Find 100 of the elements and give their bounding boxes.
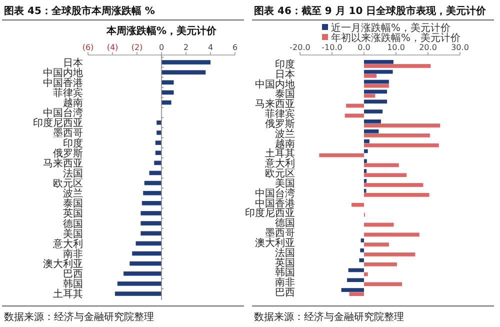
y-tick-label: 法国: [63, 167, 83, 180]
y-tick-label: 中国内地: [43, 66, 83, 79]
bar: [162, 80, 174, 85]
bar: [162, 90, 174, 95]
bar: [364, 119, 381, 124]
bar: [364, 222, 394, 227]
chart-title: 图表 45：全球股市本周涨跌幅 %: [4, 5, 155, 17]
y-tick-label: 俄罗斯: [265, 118, 295, 130]
bar: [136, 241, 162, 246]
source-note: 数据来源：经济与金融研究院整理: [254, 311, 404, 323]
y-tick-label: 法国: [275, 246, 295, 259]
bar: [319, 153, 364, 158]
x-tick-label: 0: [158, 43, 164, 52]
x-tick-label: 2: [183, 43, 189, 52]
bar: [364, 282, 402, 286]
y-tick-label: 巴西: [275, 288, 295, 299]
y-tick-label: 中国内地: [255, 78, 295, 90]
bar: [359, 258, 364, 262]
bar: [364, 242, 389, 246]
bar: [364, 272, 368, 276]
x-tick-label: (4): [106, 43, 118, 52]
x-tick-label: 20.0: [419, 43, 437, 52]
bar: [364, 90, 388, 94]
bar: [344, 114, 364, 118]
y-tick-label: 印度: [63, 137, 83, 150]
x-tick-label: (2): [131, 43, 143, 52]
bar: [364, 163, 399, 168]
bar: [140, 231, 162, 236]
y-tick-label: 土耳其: [53, 288, 83, 300]
bar: [364, 252, 416, 256]
y-tick-label: 德国: [275, 218, 295, 230]
y-tick-label: 英国: [275, 256, 295, 269]
bar: [156, 120, 162, 125]
bar: [348, 268, 364, 272]
x-tick-label: (6): [82, 43, 94, 52]
bar: [349, 292, 364, 296]
y-tick-label: 南非: [275, 276, 295, 289]
bar: [364, 124, 440, 128]
bar: [360, 238, 364, 242]
bar: [364, 74, 376, 78]
bar: [155, 140, 162, 145]
x-tick-label: 30.0: [451, 43, 469, 52]
y-tick-label: 印度: [275, 58, 295, 70]
y-tick-label: 中国台湾: [255, 187, 295, 200]
bar: [352, 202, 364, 207]
y-tick-label: 澳大利亚: [43, 258, 83, 270]
y-tick-label: 越南: [275, 138, 295, 150]
bar: [364, 149, 368, 154]
y-tick-label: 日本: [275, 68, 295, 80]
y-tick-label: 中国香港: [43, 76, 83, 89]
bar: [364, 80, 389, 84]
bar: [364, 173, 407, 178]
x-tick-label: 4: [208, 43, 214, 52]
y-tick-label: 南非: [63, 248, 83, 260]
y-tick-label: 德国: [63, 218, 83, 230]
bar: [140, 221, 162, 226]
bar: [364, 70, 393, 74]
bar: [142, 201, 162, 206]
legend-label: 年初以来涨跌幅%，美元计价: [331, 32, 461, 44]
bar: [140, 211, 162, 216]
bar: [364, 178, 367, 183]
y-tick-label: 印度尼西亚: [245, 207, 295, 220]
bar: [341, 288, 364, 292]
y-tick-label: 波兰: [63, 188, 83, 200]
bar: [364, 139, 370, 144]
y-tick-label: 泰国: [275, 89, 295, 100]
bar: [132, 251, 162, 256]
bar: [143, 190, 162, 196]
bar: [364, 183, 424, 187]
bar: [364, 60, 394, 64]
bar: [124, 271, 162, 276]
legend-label: 近一月涨跌幅%，美元计价: [331, 22, 451, 34]
bar: [364, 143, 439, 148]
bar: [162, 60, 210, 64]
bar: [347, 278, 364, 282]
chart-subtitle: 本周涨跌幅%，美元计价: [105, 25, 218, 37]
bar: [364, 110, 383, 114]
bar: [155, 150, 162, 155]
y-tick-label: 意大利: [52, 238, 83, 250]
bar: [346, 104, 364, 108]
x-tick-label: -10.0: [322, 43, 342, 52]
y-tick-label: 澳大利亚: [255, 236, 295, 249]
y-tick-label: 马来西亚: [43, 157, 83, 170]
bar: [364, 100, 388, 104]
y-tick-label: 美国: [275, 177, 295, 190]
x-tick-label: 10.0: [387, 43, 405, 52]
y-tick-label: 意大利: [264, 158, 295, 170]
source-note: 数据来源：经济与金融研究院整理: [4, 311, 154, 323]
bar: [156, 130, 162, 135]
bar: [364, 84, 389, 88]
y-tick-label: 英国: [63, 208, 83, 220]
bar: [114, 292, 162, 296]
bar: [117, 282, 162, 286]
x-tick-label: 0.0: [358, 43, 370, 52]
y-tick-label: 墨西哥: [53, 128, 83, 140]
y-tick-label: 日本: [63, 56, 83, 69]
y-tick-label: 波兰: [275, 128, 295, 140]
bar: [364, 192, 430, 197]
bar: [364, 133, 430, 138]
bar: [162, 100, 172, 105]
